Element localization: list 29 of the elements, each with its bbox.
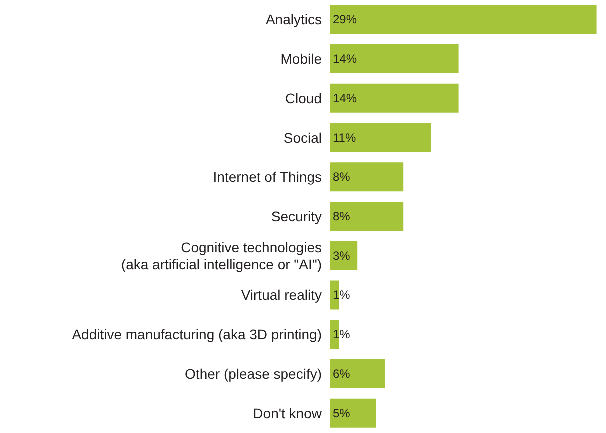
data-label: 11% bbox=[333, 130, 356, 145]
data-label: 5% bbox=[333, 406, 351, 420]
bar bbox=[330, 84, 459, 113]
data-label: 14% bbox=[333, 52, 358, 66]
bar bbox=[330, 359, 386, 388]
y-tick-label: Don't know bbox=[253, 405, 323, 422]
y-tick-label: Other (please specify) bbox=[185, 366, 322, 382]
data-label: 8% bbox=[333, 170, 351, 184]
data-label: 6% bbox=[333, 366, 351, 381]
y-tick-label: Mobile bbox=[280, 51, 322, 68]
y-tick-label: Virtual reality bbox=[241, 287, 322, 304]
y-tick-label: Cloud bbox=[285, 90, 322, 106]
bar bbox=[330, 202, 404, 231]
data-label: 29% bbox=[333, 12, 358, 27]
data-label: 3% bbox=[333, 248, 351, 263]
data-label: 8% bbox=[333, 210, 351, 224]
bar bbox=[330, 123, 432, 152]
y-tick-label: Internet of Things bbox=[213, 169, 322, 186]
y-tick-label: Analytics bbox=[266, 12, 322, 28]
y-tick-label: Cognitive technologies (aka artificial intelligence or "AI") bbox=[121, 239, 322, 272]
bar bbox=[330, 5, 597, 34]
y-tick-label: Social bbox=[284, 130, 322, 146]
data-label: 14% bbox=[333, 91, 358, 106]
y-tick-label: Additive manufacturing (aka 3D printing) bbox=[72, 326, 322, 343]
bar bbox=[330, 162, 404, 192]
bar bbox=[330, 241, 358, 270]
y-tick-label: Security bbox=[271, 208, 322, 224]
bar bbox=[330, 44, 459, 74]
bar bbox=[330, 398, 376, 428]
